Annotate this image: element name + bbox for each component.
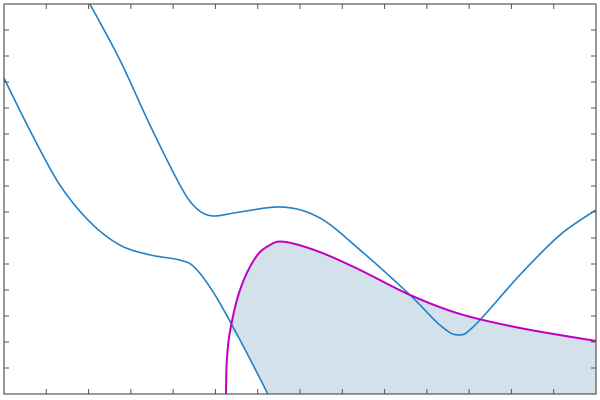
series-line-1 xyxy=(89,4,596,336)
series-layer xyxy=(4,4,596,394)
shaded-region xyxy=(230,241,596,394)
axes-frame xyxy=(3,3,597,395)
shaded-region-layer xyxy=(230,241,596,394)
series-line-3 xyxy=(225,240,596,394)
series-line-2 xyxy=(4,77,269,394)
